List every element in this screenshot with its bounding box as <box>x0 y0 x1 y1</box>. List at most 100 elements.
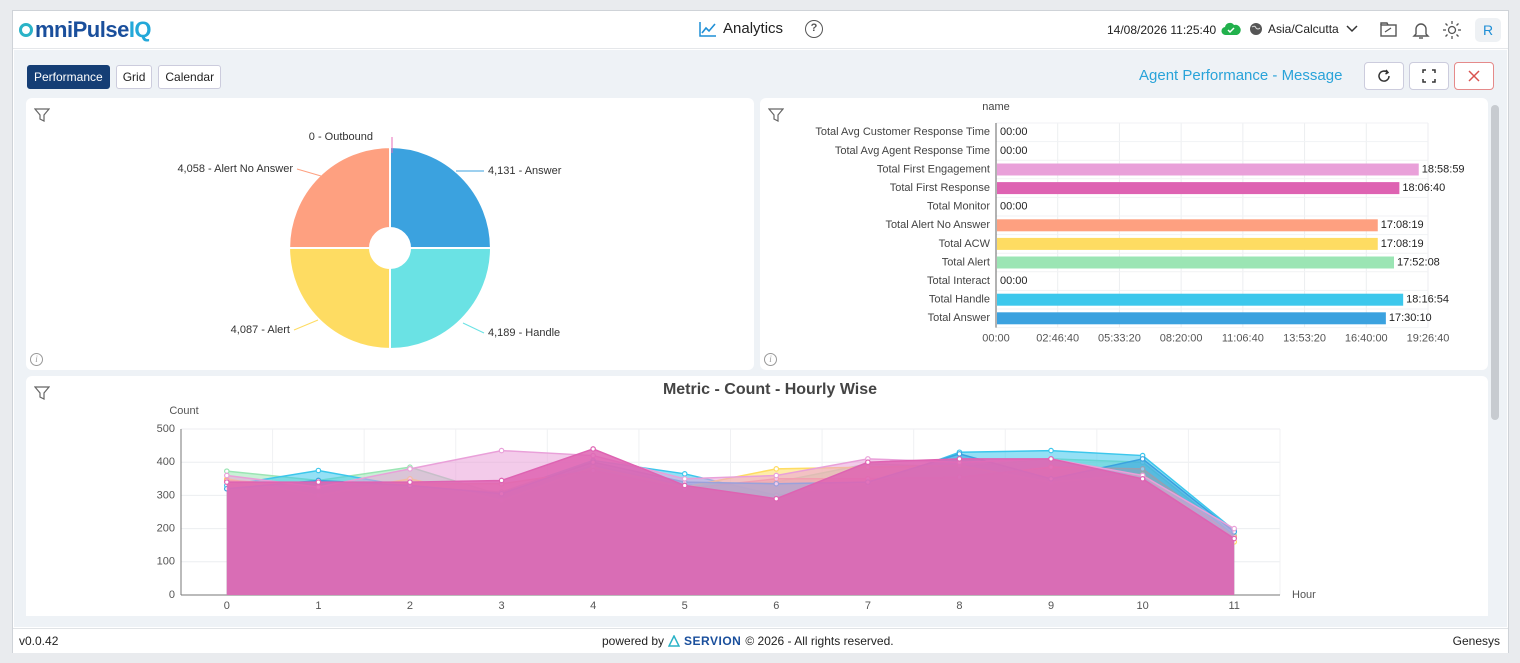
bar-chart: name 00:00 02:46:40 05:33:20 08:20:00 11:06:4… <box>815 101 1464 345</box>
bar <box>997 237 1378 250</box>
omnipulse-logo[interactable]: mniPulse IQ <box>19 16 152 44</box>
area-x-tick: 5 <box>682 600 688 612</box>
area-point <box>315 479 322 485</box>
pie-label: 4,058 - Alert No Answer <box>177 163 293 175</box>
tab-grid[interactable]: Grid <box>115 65 153 89</box>
pie-chart-panel: 4,131 - Answer 4,189 - Handle 4,087 - Aler… <box>26 98 754 370</box>
bar-value-label: 00:00 <box>1000 126 1028 138</box>
tab-calendar[interactable]: Calendar <box>158 65 222 89</box>
bar <box>997 293 1404 306</box>
bar <box>997 219 1378 232</box>
copyright-text: © 2026 - All rights reserved. <box>745 634 894 648</box>
area-point <box>407 466 413 472</box>
bar-value-label: 17:30:10 <box>1389 312 1432 324</box>
pie-slice-handle <box>389 247 493 351</box>
bar-category-label: Total Monitor <box>927 201 990 213</box>
user-avatar[interactable]: R <box>1475 18 1501 42</box>
info-icon[interactable]: i <box>30 353 43 366</box>
bar-x-tick: 11:06:40 <box>1222 333 1264 345</box>
bar-value-label: 00:00 <box>1000 275 1028 287</box>
area-x-tick: 0 <box>224 600 230 612</box>
area-point <box>1139 456 1146 462</box>
bar-chart-title: name <box>982 101 1010 113</box>
area-point <box>956 451 963 457</box>
bar-category-label: Total Alert <box>942 256 990 268</box>
area-point <box>1048 456 1054 462</box>
area-point <box>773 466 780 472</box>
sun-theme-icon[interactable] <box>1442 20 1462 40</box>
area-point <box>681 471 688 477</box>
area-point <box>223 479 230 485</box>
vendor-label: Genesys <box>1452 634 1500 648</box>
area-chart-panel: Metric - Count - Hourly Wise Count 0 100 200… <box>26 376 1488 616</box>
bell-icon[interactable] <box>1411 20 1431 40</box>
scrollbar[interactable] <box>1491 105 1499 420</box>
area-point <box>498 447 505 454</box>
tab-performance[interactable]: Performance <box>27 65 110 89</box>
area-point <box>1231 525 1238 532</box>
close-button[interactable] <box>1454 62 1494 90</box>
area-x-label: Hour <box>1292 589 1316 601</box>
bar <box>997 312 1386 325</box>
area-point <box>590 446 596 452</box>
footer: v0.0.42 powered by SERVION © 2026 - All … <box>13 628 1508 653</box>
bar-category-label: Total Interact <box>927 275 990 287</box>
area-x-tick: 6 <box>773 600 779 612</box>
bar-x-tick: 13:53:20 <box>1283 333 1326 345</box>
area-point <box>1231 535 1238 542</box>
bar-category-label: Total Avg Agent Response Time <box>835 145 990 157</box>
area-series-line <box>226 448 1235 540</box>
bar-value-label: 00:00 <box>1000 145 1028 157</box>
area-x-tick: 10 <box>1137 600 1149 612</box>
page-title: Agent Performance - Message <box>1139 67 1343 84</box>
area-series-fill <box>226 448 1235 595</box>
bar-value-label: 18:06:40 <box>1402 182 1445 194</box>
bar-value-label: 17:52:08 <box>1397 256 1440 268</box>
timezone-selector[interactable]: Asia/Calcutta <box>1249 22 1364 36</box>
filter-icon[interactable] <box>34 107 50 123</box>
fullscreen-button[interactable] <box>1409 62 1449 90</box>
area-y-tick: 300 <box>157 489 175 501</box>
bar-value-label: 00:00 <box>1000 201 1028 213</box>
area-y-tick: 100 <box>157 556 175 568</box>
version-label: v0.0.42 <box>19 634 59 648</box>
area-point <box>773 495 780 502</box>
help-icon[interactable]: ? <box>805 20 823 38</box>
bar-category-label: Total Alert No Answer <box>885 219 990 231</box>
bar-value-label: 17:08:19 <box>1381 238 1424 250</box>
bar-x-tick: 05:33:20 <box>1098 333 1141 345</box>
pie-label: 4,087 - Alert <box>231 324 290 336</box>
pie-chart: 4,131 - Answer 4,189 - Handle 4,087 - Aler… <box>177 131 562 351</box>
info-icon[interactable]: i <box>764 353 777 366</box>
area-point <box>681 476 688 482</box>
area-chart: Metric - Count - Hourly WiseCount0100200… <box>157 381 1317 612</box>
bar-category-label: Total First Response <box>890 182 990 194</box>
bar-category-label: Total ACW <box>939 238 991 250</box>
pie-slice-alert <box>288 247 391 350</box>
main-content: Performance Grid Calendar Agent Performa… <box>14 50 1507 627</box>
powered-by: powered by SERVION © 2026 - All rights r… <box>602 634 894 648</box>
bar-category-label: Total Handle <box>929 294 990 306</box>
area-x-tick: 1 <box>315 600 321 612</box>
pie-label-line <box>293 319 319 331</box>
close-icon <box>1468 70 1480 82</box>
logo-o-icon <box>19 23 33 37</box>
folder-icon[interactable] <box>1379 20 1399 40</box>
current-datetime: 14/08/2026 11:25:40 <box>1107 23 1217 37</box>
filter-icon[interactable] <box>34 385 50 401</box>
cloud-status-icon <box>1221 22 1241 36</box>
bar <box>997 256 1394 269</box>
refresh-button[interactable] <box>1364 62 1404 90</box>
area-x-tick: 2 <box>407 600 413 612</box>
chevron-down-icon <box>1346 25 1358 33</box>
filter-icon[interactable] <box>768 107 784 123</box>
area-x-tick: 9 <box>1048 600 1054 612</box>
pie-slice-alert-no-answer <box>288 146 391 249</box>
area-point <box>498 477 505 484</box>
area-x-tick: 8 <box>956 600 962 612</box>
bar <box>997 182 1400 195</box>
bar-x-tick: 19:26:40 <box>1407 333 1450 345</box>
analytics-title: Analytics <box>699 20 783 37</box>
area-y-tick: 500 <box>157 423 175 435</box>
area-x-tick: 11 <box>1228 600 1239 612</box>
